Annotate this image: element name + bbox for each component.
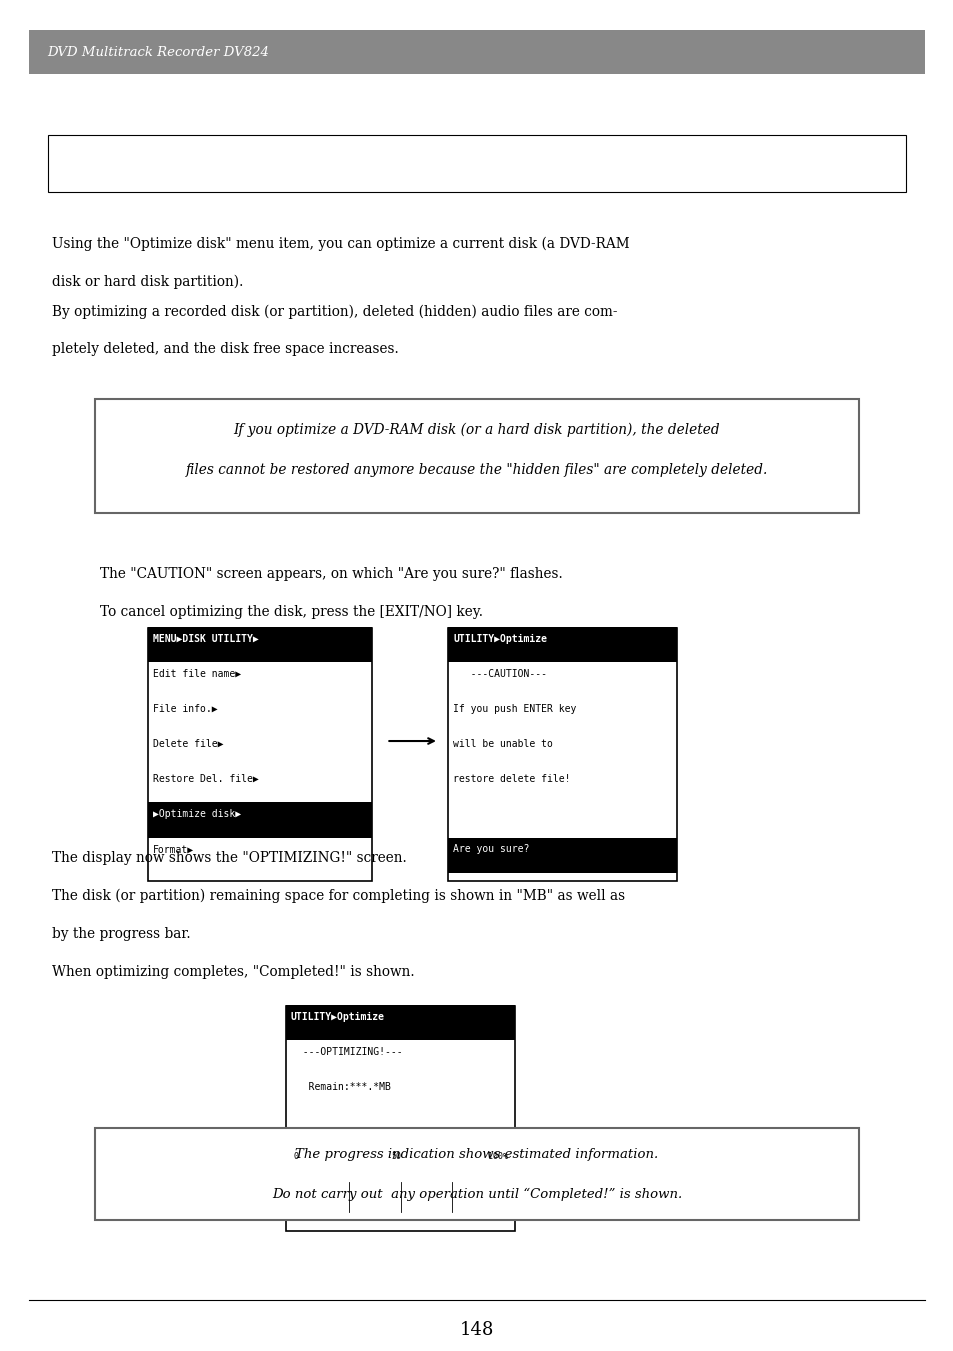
- Bar: [286, 1005, 515, 1040]
- Bar: [148, 628, 372, 881]
- Bar: [448, 838, 677, 873]
- Text: 50: 50: [391, 1152, 400, 1162]
- Text: pletely deleted, and the disk free space increases.: pletely deleted, and the disk free space…: [52, 342, 398, 357]
- Text: restore delete file!: restore delete file!: [453, 774, 570, 784]
- Text: Using the "Optimize disk" menu item, you can optimize a current disk (a DVD-RAM: Using the "Optimize disk" menu item, you…: [52, 236, 629, 251]
- Text: Restore Del. file▶: Restore Del. file▶: [152, 774, 258, 784]
- Text: UTILITY▶Optimize: UTILITY▶Optimize: [453, 634, 547, 643]
- Text: Format▶: Format▶: [152, 844, 193, 854]
- Text: The display now shows the "OPTIMIZING!" screen.: The display now shows the "OPTIMIZING!" …: [52, 851, 407, 865]
- Text: To cancel optimizing the disk, press the [EXIT/NO] key.: To cancel optimizing the disk, press the…: [100, 605, 482, 619]
- Bar: [95, 399, 858, 513]
- Bar: [29, 30, 924, 74]
- Text: 148: 148: [459, 1321, 494, 1339]
- Bar: [48, 135, 905, 192]
- Text: disk or hard disk partition).: disk or hard disk partition).: [52, 274, 244, 289]
- Text: When optimizing completes, "Completed!" is shown.: When optimizing completes, "Completed!" …: [52, 965, 415, 978]
- Text: The "CAUTION" screen appears, on which "Are you sure?" flashes.: The "CAUTION" screen appears, on which "…: [100, 567, 562, 581]
- Text: Remain:***.*MB: Remain:***.*MB: [291, 1082, 391, 1092]
- Text: If you push ENTER key: If you push ENTER key: [453, 704, 576, 713]
- Text: Delete file▶: Delete file▶: [152, 739, 223, 748]
- Text: ---CAUTION---: ---CAUTION---: [453, 669, 547, 678]
- Text: The disk (or partition) remaining space for completing is shown in "MB" as well : The disk (or partition) remaining space …: [52, 889, 625, 904]
- Text: will be unable to: will be unable to: [453, 739, 553, 748]
- Text: If you optimize a DVD-RAM disk (or a hard disk partition), the deleted: If you optimize a DVD-RAM disk (or a har…: [233, 423, 720, 438]
- Text: by the progress bar.: by the progress bar.: [52, 927, 191, 940]
- Text: ---OPTIMIZING!---: ---OPTIMIZING!---: [291, 1047, 402, 1056]
- Bar: [95, 1128, 858, 1220]
- Text: ▶Optimize disk▶: ▶Optimize disk▶: [152, 809, 240, 819]
- Text: 100%: 100%: [487, 1152, 507, 1162]
- Text: 0: 0: [294, 1152, 298, 1162]
- Bar: [286, 1006, 515, 1231]
- Text: Edit file name▶: Edit file name▶: [152, 669, 240, 678]
- Bar: [448, 627, 677, 662]
- Text: File info.▶: File info.▶: [152, 704, 217, 713]
- Text: files cannot be restored anymore because the "hidden files" are completely delet: files cannot be restored anymore because…: [186, 462, 767, 477]
- Bar: [297, 1182, 338, 1212]
- Text: MENU▶DISK UTILITY▶: MENU▶DISK UTILITY▶: [152, 634, 258, 643]
- Text: Are you sure?: Are you sure?: [453, 844, 529, 854]
- Text: Do not carry out  any operation until “Completed!” is shown.: Do not carry out any operation until “Co…: [272, 1188, 681, 1201]
- Text: The progress indication shows estimated information.: The progress indication shows estimated …: [295, 1148, 658, 1162]
- Bar: [448, 628, 677, 881]
- Bar: [297, 1182, 503, 1212]
- Text: By optimizing a recorded disk (or partition), deleted (hidden) audio files are c: By optimizing a recorded disk (or partit…: [52, 304, 618, 319]
- Bar: [148, 802, 372, 838]
- Text: DVD Multitrack Recorder DV824: DVD Multitrack Recorder DV824: [48, 46, 270, 58]
- Text: UTILITY▶Optimize: UTILITY▶Optimize: [291, 1012, 385, 1021]
- Bar: [148, 627, 372, 662]
